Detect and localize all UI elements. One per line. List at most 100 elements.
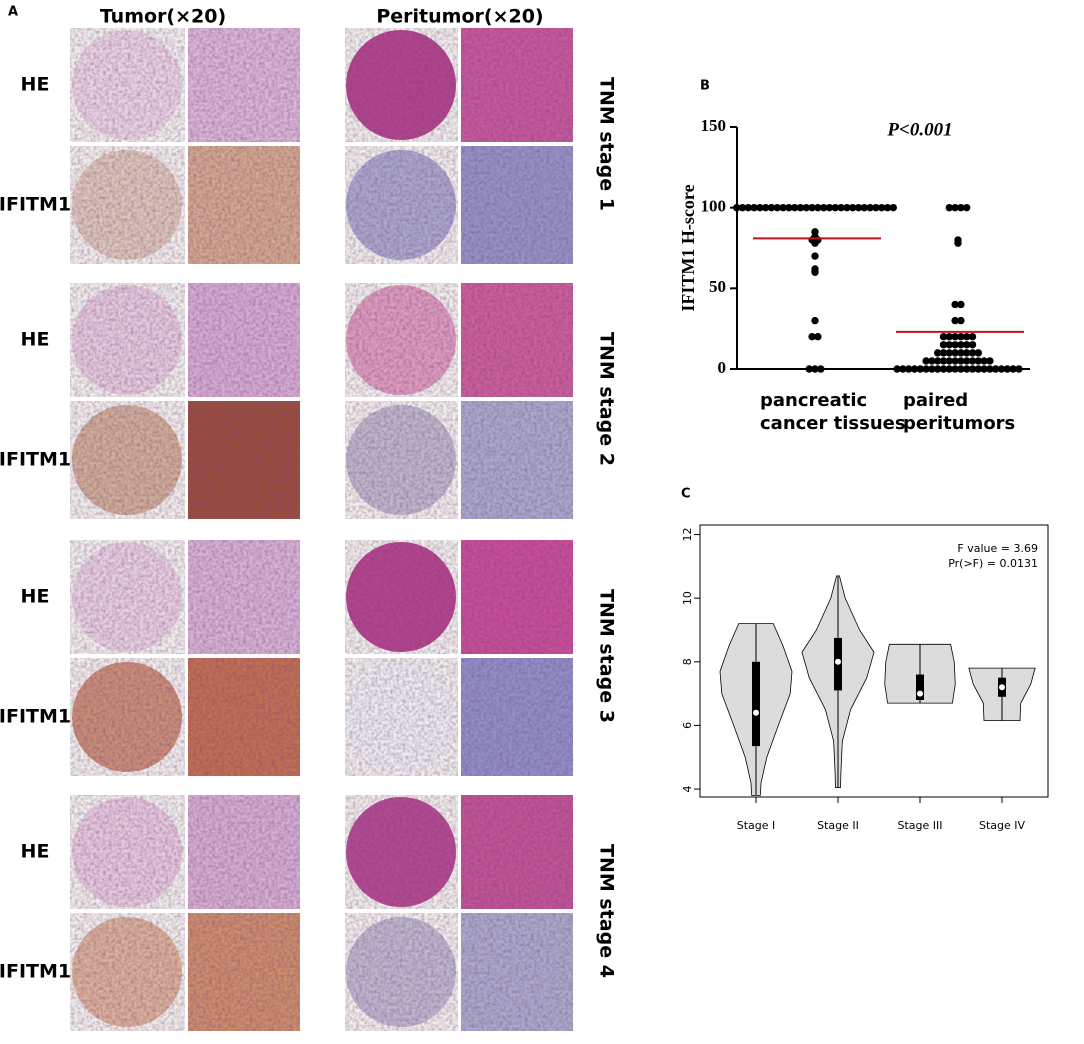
x-tick-label: Stage I [737, 819, 776, 832]
dot [837, 203, 845, 212]
dot [992, 365, 1000, 373]
dot [951, 316, 959, 325]
x-tick-label: pancreatic [760, 390, 867, 411]
dot [957, 365, 965, 373]
tissue-patch [461, 146, 573, 264]
dot [951, 365, 959, 373]
dot [968, 341, 977, 349]
dot [1003, 365, 1011, 373]
stage-label: TNM stage 3 [596, 589, 618, 723]
dot [945, 357, 953, 365]
dot [957, 357, 965, 365]
dot [805, 365, 813, 373]
dot [939, 341, 948, 349]
tissue-core [346, 797, 456, 907]
dot [945, 333, 953, 341]
dot [922, 365, 930, 373]
dot [928, 357, 936, 365]
dot [808, 203, 816, 212]
dot [750, 203, 758, 212]
tissue-patch [461, 913, 573, 1031]
median [999, 684, 1005, 691]
tissue-core [346, 405, 456, 515]
row-label: IFITM1 [0, 706, 71, 728]
tissue-core [346, 150, 456, 260]
panel-label: B [700, 79, 710, 94]
row-label: HE [21, 586, 50, 608]
dot [820, 203, 828, 212]
dot [811, 316, 819, 325]
tissue-tiles [70, 28, 573, 142]
dot [934, 357, 942, 365]
dot [899, 365, 907, 373]
dot [785, 203, 793, 212]
column-header: Tumor(×20) [100, 6, 226, 28]
y-tick-label: 4 [681, 786, 694, 793]
row-label: HE [21, 74, 50, 96]
dot [957, 203, 965, 212]
dot [808, 333, 816, 341]
dot [939, 349, 948, 357]
dot [980, 365, 988, 373]
dot [951, 203, 959, 212]
dot [811, 268, 819, 276]
dot [963, 203, 971, 212]
row-label: IFITM1 [0, 449, 71, 471]
dot [893, 365, 901, 373]
tissue-patch [188, 28, 300, 142]
dot [974, 357, 982, 365]
dot [986, 357, 994, 365]
stage-label: TNM stage 1 [596, 77, 618, 211]
dot [951, 333, 959, 341]
p-value: P<0.001 [886, 119, 952, 140]
tissue-core [346, 917, 456, 1027]
tissue-patch [188, 658, 300, 776]
dot [878, 203, 886, 212]
dot [872, 203, 880, 212]
y-tick-label: 0 [718, 358, 727, 377]
dot [928, 365, 936, 373]
tissue-patch [188, 913, 300, 1031]
x-tick-label: Stage II [817, 819, 859, 832]
dot [986, 365, 994, 373]
median [917, 690, 923, 697]
dot [849, 203, 857, 212]
tissue-core [72, 405, 182, 515]
tissue-patch [461, 283, 573, 397]
dot [968, 333, 977, 341]
dot [968, 365, 977, 373]
dot [762, 203, 770, 212]
median [753, 709, 759, 716]
dot [957, 333, 965, 341]
tissue-core [72, 285, 182, 395]
dot [802, 203, 810, 212]
dot [957, 349, 965, 357]
dot [811, 252, 819, 260]
dot [974, 349, 982, 357]
stage-label: TNM stage 2 [596, 332, 618, 466]
dot [934, 365, 942, 373]
dot [814, 203, 822, 212]
dot [811, 239, 819, 247]
dot [773, 203, 781, 212]
dot [854, 203, 863, 212]
tissue-patch [188, 795, 300, 909]
dot [997, 365, 1006, 373]
dot [756, 203, 764, 212]
dot [945, 365, 953, 373]
dot [951, 341, 959, 349]
dot [814, 333, 822, 341]
y-tick-label: 8 [681, 658, 694, 665]
dot [905, 365, 913, 373]
x-tick-label: Stage IV [979, 819, 1026, 832]
dot [951, 349, 959, 357]
panel-label: A [8, 5, 18, 20]
tissue-tiles [70, 795, 573, 909]
dot [817, 365, 825, 373]
tissue-core [346, 285, 456, 395]
y-axis-label: IFITM1 H-score [678, 184, 698, 311]
x-tick-label: peritumors [903, 413, 1015, 434]
dot [889, 203, 897, 212]
dot [963, 341, 971, 349]
